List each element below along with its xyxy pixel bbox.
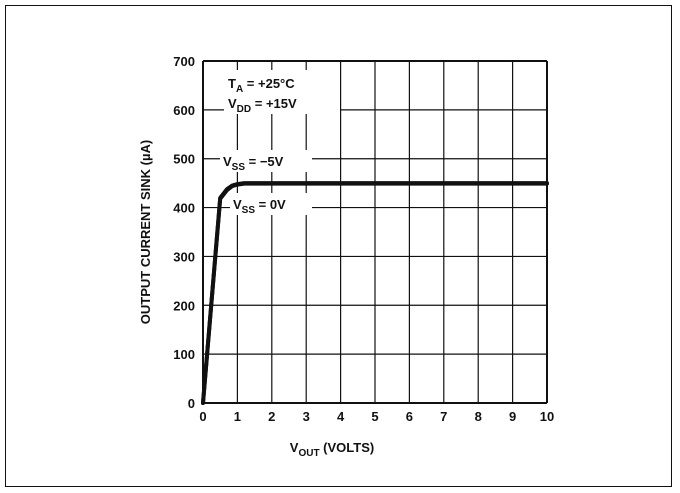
- x-tick-label: 8: [475, 409, 482, 424]
- y-tick-label: 500: [173, 152, 195, 167]
- y-tick-label: 600: [173, 103, 195, 118]
- annotation-ta: TA = +25°C: [228, 76, 295, 95]
- anno-bg-top: [224, 70, 340, 114]
- x-tick-label: 0: [199, 409, 206, 424]
- series-line-1: [201, 181, 549, 405]
- y-tick-label: 100: [173, 347, 195, 362]
- x-tick-label: 5: [371, 409, 378, 424]
- y-tick-label: 0: [188, 396, 195, 411]
- anno-bg-vss-neg: [220, 150, 312, 172]
- annotation-vss-neg5: VSS = −5V: [223, 154, 284, 173]
- y-axis-title: OUTPUT CURRENT SINK (µA): [138, 140, 153, 324]
- y-tick-label: 300: [173, 249, 195, 264]
- x-tick-label: 4: [337, 409, 345, 424]
- y-tick-label: 200: [173, 298, 195, 313]
- x-tick-label: 3: [303, 409, 310, 424]
- x-tick-label: 10: [540, 409, 554, 424]
- anno-bg-vss-zero: [230, 193, 312, 215]
- grid: [202, 60, 548, 404]
- annotation-vss-0: VSS = 0V: [233, 197, 286, 216]
- x-tick-label: 1: [234, 409, 241, 424]
- annotations: TA = +25°C VDD = +15V VSS = −5V VSS = 0V: [220, 70, 340, 216]
- y-tick-label: 700: [173, 54, 195, 69]
- x-tick-label: 9: [509, 409, 516, 424]
- annotation-vdd: VDD = +15V: [228, 96, 297, 115]
- x-tick-label: 7: [440, 409, 447, 424]
- x-tick-label: 2: [268, 409, 275, 424]
- y-tick-label: 400: [173, 201, 195, 216]
- series-layer: [201, 181, 549, 405]
- x-tick-label: 6: [406, 409, 413, 424]
- x-axis-title: VOUT (VOLTS): [290, 440, 374, 459]
